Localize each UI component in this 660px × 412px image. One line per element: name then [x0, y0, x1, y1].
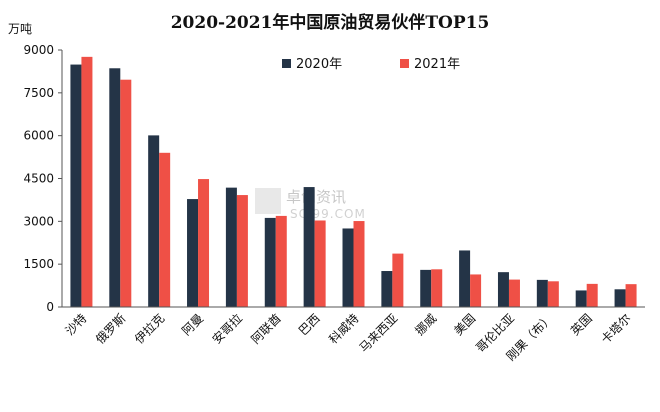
x-tick-label: 安哥拉: [209, 311, 245, 347]
x-tick-label: 科威特: [326, 311, 362, 347]
bar-2020-1: [109, 68, 121, 307]
bar-2021-2: [159, 152, 171, 307]
x-tick-label: 马来西亚: [357, 311, 401, 355]
bar-2020-3: [187, 199, 199, 307]
bar-2020-14: [614, 289, 626, 307]
bars-group: [70, 56, 637, 308]
x-tick-label: 沙特: [62, 311, 90, 339]
bar-2020-0: [70, 64, 82, 308]
legend-swatch-0: [282, 59, 291, 68]
bar-2020-12: [536, 279, 548, 307]
bar-2021-8: [392, 253, 404, 307]
x-tick-label: 伊拉克: [131, 311, 167, 347]
y-tick-label: 7500: [23, 86, 54, 100]
y-axis-ticks: 0 1500 3000 4500 6000 7500 9000: [23, 43, 62, 314]
x-tick-label: 英国: [568, 311, 595, 338]
legend-label-0: 2020年: [296, 57, 342, 72]
watermark-subtext: SCI99.COM: [290, 207, 366, 221]
bar-2020-13: [575, 290, 587, 307]
bar-2021-9: [431, 269, 443, 307]
y-tick-label: 1500: [23, 257, 54, 271]
bar-2021-6: [314, 220, 326, 307]
bar-2020-10: [459, 250, 471, 307]
x-tick-label: 阿联酋: [248, 311, 284, 347]
bar-2020-4: [225, 187, 237, 307]
chart-title: 2020-2021年中国原油贸易伙伴TOP15: [171, 12, 490, 33]
x-tick-label: 美国: [451, 311, 478, 338]
bar-2021-3: [198, 179, 210, 307]
bar-2020-5: [264, 217, 276, 307]
bar-2021-13: [586, 283, 598, 307]
x-tick-label: 阿曼: [179, 311, 206, 338]
x-tick-label: 巴西: [296, 311, 323, 338]
y-tick-label: 3000: [23, 214, 54, 228]
bar-2021-10: [470, 274, 482, 307]
bar-2021-14: [625, 284, 637, 307]
x-tick-label: 俄罗斯: [93, 311, 128, 346]
bar-2021-1: [120, 79, 132, 307]
y-tick-label: 4500: [23, 172, 54, 186]
bar-2020-6: [303, 187, 315, 307]
bar-2021-7: [353, 221, 365, 307]
y-tick-label: 9000: [23, 43, 54, 57]
x-tick-label: 卡塔尔: [598, 311, 634, 347]
bar-2020-7: [342, 228, 354, 307]
legend-swatch-1: [400, 59, 409, 68]
bar-2020-11: [497, 272, 509, 307]
bar-2020-2: [148, 135, 160, 307]
x-tick-label: 挪威: [412, 311, 439, 338]
bar-2021-4: [236, 195, 248, 307]
bar-2021-5: [275, 215, 287, 307]
y-tick-label: 6000: [23, 129, 54, 143]
watermark-logo-icon: [255, 188, 281, 214]
legend-label-1: 2021年: [414, 57, 460, 72]
y-axis-unit-label: 万吨: [8, 22, 32, 36]
bar-2020-8: [381, 271, 393, 307]
bar-2021-12: [547, 281, 559, 307]
axes: [61, 50, 645, 308]
legend: 2020年 2021年: [282, 57, 460, 72]
bar-2021-0: [81, 56, 93, 307]
y-tick-label: 0: [46, 300, 54, 314]
watermark-text: 卓创资讯: [286, 188, 346, 206]
bar-2021-11: [508, 279, 520, 307]
bar-2020-9: [420, 269, 432, 307]
